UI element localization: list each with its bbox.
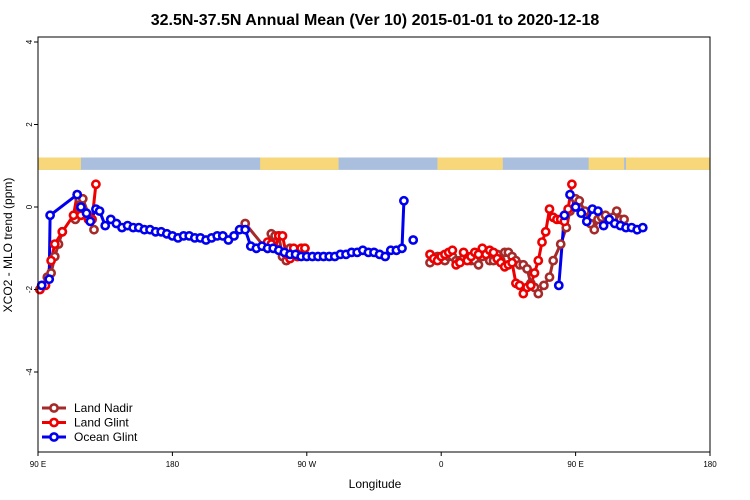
land-glint-point — [458, 247, 469, 258]
x-tick-label: 90 W — [297, 460, 316, 469]
land-segment — [260, 157, 339, 170]
land-glint-point — [533, 255, 544, 266]
ocean-glint-point — [36, 280, 47, 291]
land-nadir-point — [473, 259, 484, 270]
ocean-glint-point — [229, 230, 239, 241]
land-nadir-point — [544, 272, 555, 282]
ocean-glint-point — [565, 189, 575, 200]
ocean-glint-point — [576, 208, 587, 219]
land-glint-point — [537, 237, 547, 247]
y-tick-label: 0 — [25, 204, 34, 209]
land-nadir-point — [533, 288, 544, 299]
ocean-glint-point — [76, 202, 86, 212]
ocean-glint-point — [398, 195, 409, 206]
land-glint-point — [514, 280, 525, 291]
y-axis-label: XCO2 - MLO trend (ppm) — [1, 178, 15, 313]
y-axis: 4 2 0 -2 -4 — [25, 39, 38, 376]
x-axis: 90 E 180 90 W 0 90 E 180 — [30, 452, 717, 469]
land-glint-point — [525, 280, 536, 291]
y-tick-label: -4 — [25, 368, 34, 376]
land-glint-point — [567, 179, 577, 190]
land-nadir-point — [589, 224, 600, 235]
land-glint-point — [91, 179, 101, 190]
land-segment — [38, 157, 81, 170]
ocean-glint-point — [380, 251, 391, 262]
land-segment — [626, 157, 710, 170]
ocean-glint-point — [81, 208, 92, 219]
land-glint-point — [544, 204, 555, 214]
legend-label: Land Glint — [74, 416, 129, 430]
ocean-glint-point — [85, 216, 96, 227]
y-tick-label: 4 — [25, 39, 34, 44]
ocean-glint-point — [45, 210, 55, 221]
ocean-glint-point — [94, 206, 105, 216]
plot-points — [35, 179, 648, 299]
x-tick-label: 180 — [703, 460, 717, 469]
land-glint-point — [529, 268, 540, 278]
land-glint-point — [540, 226, 551, 237]
legend-label: Land Nadir — [74, 401, 133, 415]
land-glint-point — [447, 245, 458, 256]
land-nadir-point — [548, 255, 559, 266]
x-axis-label: Longitude — [349, 477, 402, 491]
legend-label: Ocean Glint — [74, 430, 138, 444]
legend-swatch-point — [49, 403, 59, 413]
ocean-glint-point — [553, 280, 564, 291]
chart-title: 32.5N-37.5N Annual Mean (Ver 10) 2015-01… — [151, 12, 600, 29]
land-nadir-point — [611, 206, 622, 216]
ocean-glint-point — [559, 210, 570, 221]
land-nadir-point — [522, 263, 532, 274]
land-glint-point — [299, 243, 310, 254]
x-tick-label: 90 E — [567, 460, 583, 469]
x-tick-label: 90 E — [30, 460, 46, 469]
land-nadir-point — [89, 224, 99, 235]
ocean-glint-point — [637, 222, 648, 233]
ocean-glint-point — [598, 220, 609, 231]
y-tick-label: -2 — [25, 285, 34, 293]
plot-frame — [37, 36, 711, 453]
legend-swatch-point — [49, 432, 59, 442]
ocean-glint-point — [581, 216, 592, 227]
x-tick-label: 0 — [439, 460, 444, 469]
ocean-band — [38, 157, 710, 170]
y-tick-label: 2 — [25, 122, 34, 127]
land-nadir-point — [555, 239, 566, 249]
land-mask-band — [38, 157, 710, 170]
land-nadir-point — [539, 280, 549, 291]
ocean-glint-point — [408, 235, 419, 245]
ocean-glint-point — [397, 243, 407, 254]
ocean-glint-point — [240, 224, 251, 235]
land-glint-point — [46, 255, 56, 266]
land-glint-point — [57, 226, 68, 237]
land-glint-point — [507, 257, 517, 268]
ocean-glint-point — [44, 274, 55, 285]
ocean-glint-point — [570, 202, 581, 212]
land-segment — [588, 157, 625, 170]
land-glint-point — [49, 239, 60, 249]
legend-swatch-point — [49, 417, 59, 428]
ocean-glint-point — [100, 220, 111, 231]
ocean-glint-point — [72, 189, 83, 200]
x-tick-label: 180 — [166, 460, 180, 469]
land-glint-point — [277, 230, 288, 241]
ocean-glint-point — [593, 206, 603, 216]
land-segment — [437, 157, 503, 170]
